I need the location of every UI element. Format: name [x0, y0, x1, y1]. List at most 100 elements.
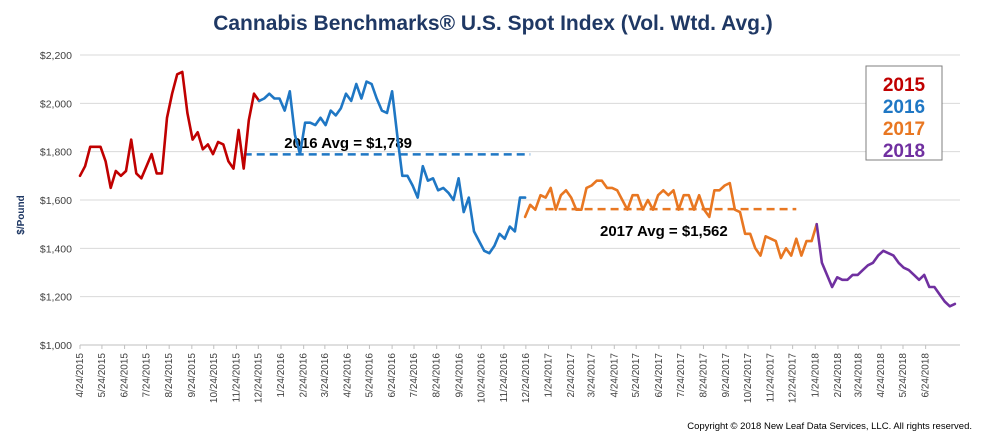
y-tick-label: $1,400	[40, 243, 72, 255]
x-tick-label: 1/24/2016	[276, 353, 287, 398]
data-point	[703, 208, 705, 211]
data-point	[539, 194, 542, 196]
data-point	[943, 300, 946, 303]
data-point	[595, 179, 598, 182]
data-point	[908, 269, 910, 271]
data-point	[862, 269, 864, 271]
data-point	[365, 80, 368, 83]
data-point	[555, 208, 557, 211]
data-point	[693, 208, 695, 211]
data-point	[647, 199, 649, 201]
data-point	[355, 83, 358, 85]
legend-entry-2016: 2016	[883, 97, 925, 118]
data-point	[99, 146, 102, 148]
data-point	[427, 179, 429, 182]
data-point	[928, 286, 931, 288]
data-point	[713, 189, 716, 192]
data-point	[887, 252, 890, 254]
data-point	[416, 196, 419, 199]
data-point	[815, 223, 818, 225]
data-point	[636, 194, 639, 196]
data-point	[84, 165, 86, 167]
data-point	[350, 100, 353, 102]
data-point	[125, 170, 127, 172]
data-point	[386, 112, 388, 114]
data-point	[462, 211, 465, 213]
data-point	[345, 92, 347, 95]
data-point	[232, 167, 235, 170]
data-point	[432, 177, 434, 180]
data-point	[391, 90, 393, 93]
data-point	[314, 124, 317, 126]
data-point	[258, 100, 260, 102]
data-point	[524, 216, 526, 218]
data-point	[851, 274, 854, 276]
chart-title: Cannabis Benchmarks® U.S. Spot Index (Vo…	[213, 12, 773, 35]
data-point	[115, 170, 117, 172]
data-point	[140, 177, 143, 180]
data-point	[580, 208, 583, 211]
data-point	[662, 189, 665, 192]
data-point	[575, 208, 578, 211]
series-lines	[78, 70, 957, 308]
x-tick-label: 12/24/2015	[253, 353, 264, 403]
data-point	[534, 208, 537, 211]
x-tick-label: 2/24/2017	[566, 353, 577, 398]
data-point	[370, 83, 373, 85]
data-point	[524, 196, 526, 199]
data-point	[509, 225, 511, 228]
data-point	[145, 165, 148, 167]
data-point	[304, 121, 306, 124]
x-tick-label: 1/24/2018	[810, 353, 821, 398]
x-tick-label: 12/24/2017	[788, 353, 799, 403]
data-point	[565, 189, 567, 192]
data-point	[529, 204, 531, 206]
x-tick-label: 3/24/2017	[587, 353, 598, 398]
data-point	[263, 97, 266, 100]
data-point	[729, 182, 731, 184]
data-point	[222, 143, 225, 146]
data-point	[381, 109, 383, 112]
data-point	[749, 233, 751, 235]
data-point	[483, 250, 486, 252]
series-2015	[78, 70, 261, 190]
data-point	[283, 109, 286, 112]
data-point	[514, 230, 516, 233]
x-tick-label: 4/24/2015	[75, 353, 86, 398]
data-point	[478, 240, 480, 242]
x-tick-label: 8/24/2015	[164, 353, 175, 398]
data-point	[795, 237, 798, 240]
data-point	[949, 305, 951, 308]
data-point	[544, 196, 547, 199]
data-point	[401, 175, 404, 177]
data-point	[196, 131, 199, 134]
data-point	[821, 262, 823, 264]
data-point	[739, 211, 741, 213]
data-point	[468, 196, 470, 199]
data-point	[135, 172, 138, 175]
x-tick-label: 9/24/2016	[454, 353, 465, 398]
data-point	[708, 216, 711, 218]
data-point	[938, 293, 941, 296]
data-point	[375, 97, 378, 100]
data-point	[698, 194, 700, 196]
data-point	[89, 146, 91, 148]
data-point	[877, 254, 879, 257]
data-point	[202, 148, 204, 151]
x-tick-label: 10/24/2016	[476, 353, 487, 403]
x-tick-label: 4/24/2018	[876, 353, 887, 398]
data-point	[227, 160, 230, 163]
data-point	[744, 233, 746, 235]
legend-entry-2017: 2017	[883, 119, 925, 140]
y-tick-label: $2,200	[40, 50, 72, 62]
data-point	[769, 237, 772, 240]
series-line-2015	[78, 70, 261, 190]
data-point	[590, 184, 593, 187]
data-point	[94, 146, 97, 148]
data-point	[913, 274, 915, 276]
data-point	[155, 172, 158, 175]
data-point	[329, 109, 332, 112]
data-point	[831, 286, 833, 288]
data-point	[841, 279, 844, 281]
data-point	[570, 196, 572, 199]
